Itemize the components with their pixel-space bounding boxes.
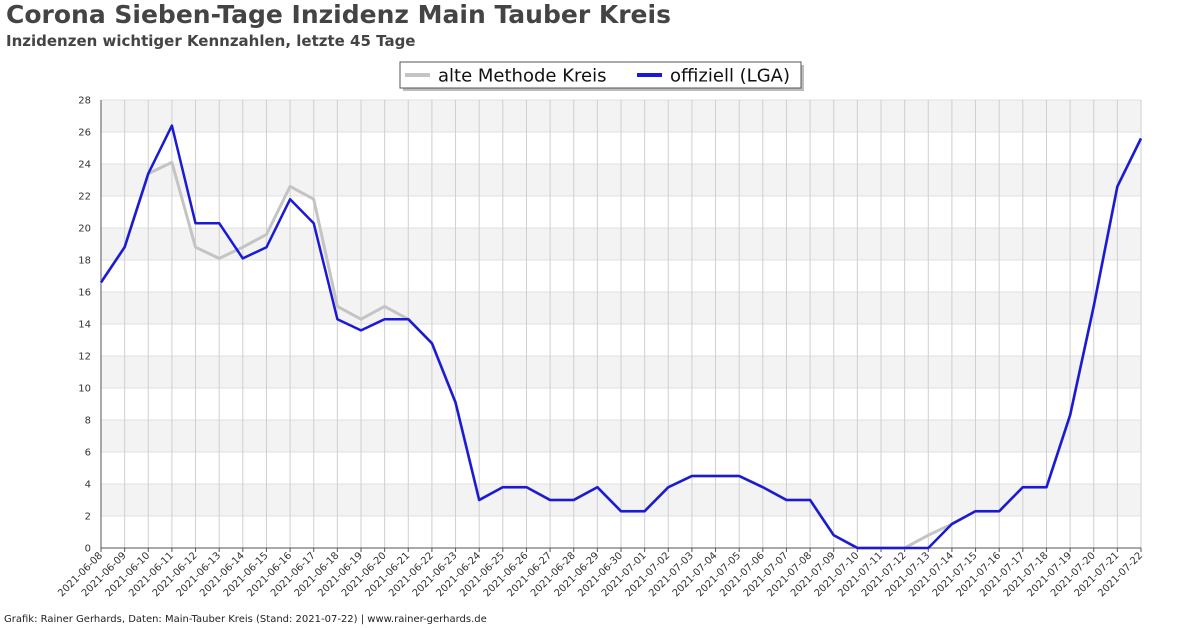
x-tick-labels: 2021-06-082021-06-092021-06-102021-06-11… [56,550,1145,599]
y-tick-label: 18 [78,256,91,267]
series-lines [99,124,1143,550]
y-tick-label: 24 [78,160,91,171]
legend-label: alte Methode Kreis [438,66,606,87]
footer-credit: Grafik: Rainer Gerhards, Daten: Main-Tau… [4,614,487,625]
chart-title: Corona Sieben-Tage Inzidenz Main Tauber … [6,0,671,29]
y-tick-label: 20 [78,224,91,235]
legend: alte Methode Kreis offiziell (LGA) [399,61,804,91]
y-tick-label: 12 [78,352,91,363]
y-tick-label: 2 [85,512,91,523]
y-tick-label: 6 [85,448,91,459]
y-tick-label: 22 [78,192,91,203]
y-tick-label: 16 [78,288,91,299]
y-tick-label: 14 [78,320,91,331]
y-tick-label: 8 [85,416,91,427]
series-line-offiziell [99,124,1143,550]
legend-label: offiziell (LGA) [670,66,790,87]
axes [100,100,1141,549]
legend-box [399,61,802,89]
y-tick-label: 26 [78,128,91,139]
y-tick-label: 10 [78,384,91,395]
y-tick-label: 0 [85,544,91,555]
y-tick-label: 4 [85,480,91,491]
chart-subtitle: Inzidenzen wichtiger Kennzahlen, letzte … [6,32,416,50]
y-tick-label: 28 [78,96,91,107]
